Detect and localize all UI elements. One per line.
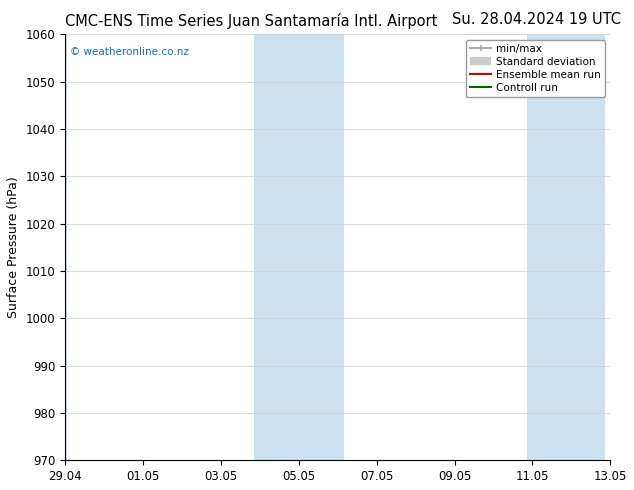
Legend: min/max, Standard deviation, Ensemble mean run, Controll run: min/max, Standard deviation, Ensemble me… — [466, 40, 605, 97]
Text: CMC-ENS Time Series Juan Santamaría Intl. Airport: CMC-ENS Time Series Juan Santamaría Intl… — [65, 13, 437, 29]
Bar — [566, 34, 605, 460]
Y-axis label: Surface Pressure (hPa): Surface Pressure (hPa) — [7, 176, 20, 318]
Bar — [254, 34, 344, 460]
Bar — [527, 34, 566, 460]
Bar — [63, 34, 67, 460]
Text: Su. 28.04.2024 19 UTC: Su. 28.04.2024 19 UTC — [452, 12, 621, 27]
Text: © weatheronline.co.nz: © weatheronline.co.nz — [70, 47, 190, 57]
